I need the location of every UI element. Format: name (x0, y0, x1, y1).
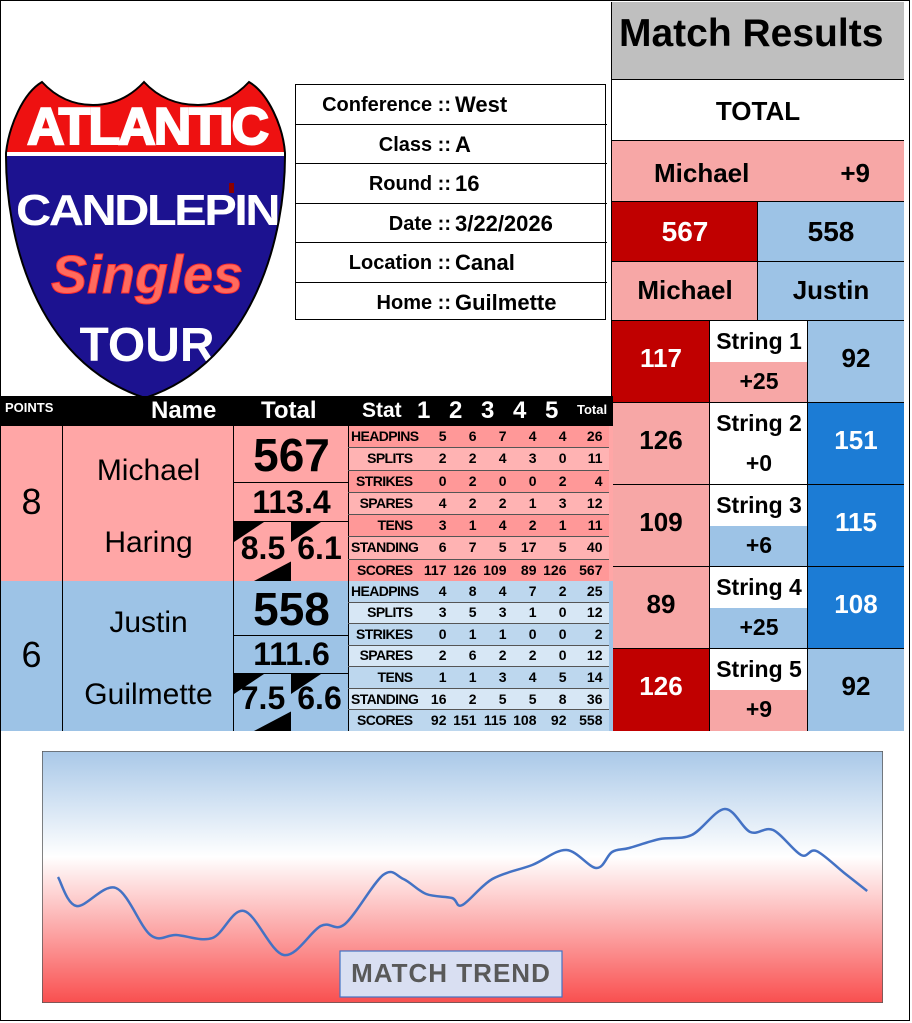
svg-text:ATLANTIC: ATLANTIC (27, 98, 269, 156)
svg-text:Singles: Singles (51, 245, 243, 305)
svg-text:TOUR: TOUR (79, 319, 214, 372)
svg-text:CANDLEPIN: CANDLEPIN (16, 186, 278, 235)
svg-text:MATCH TREND: MATCH TREND (351, 958, 551, 988)
